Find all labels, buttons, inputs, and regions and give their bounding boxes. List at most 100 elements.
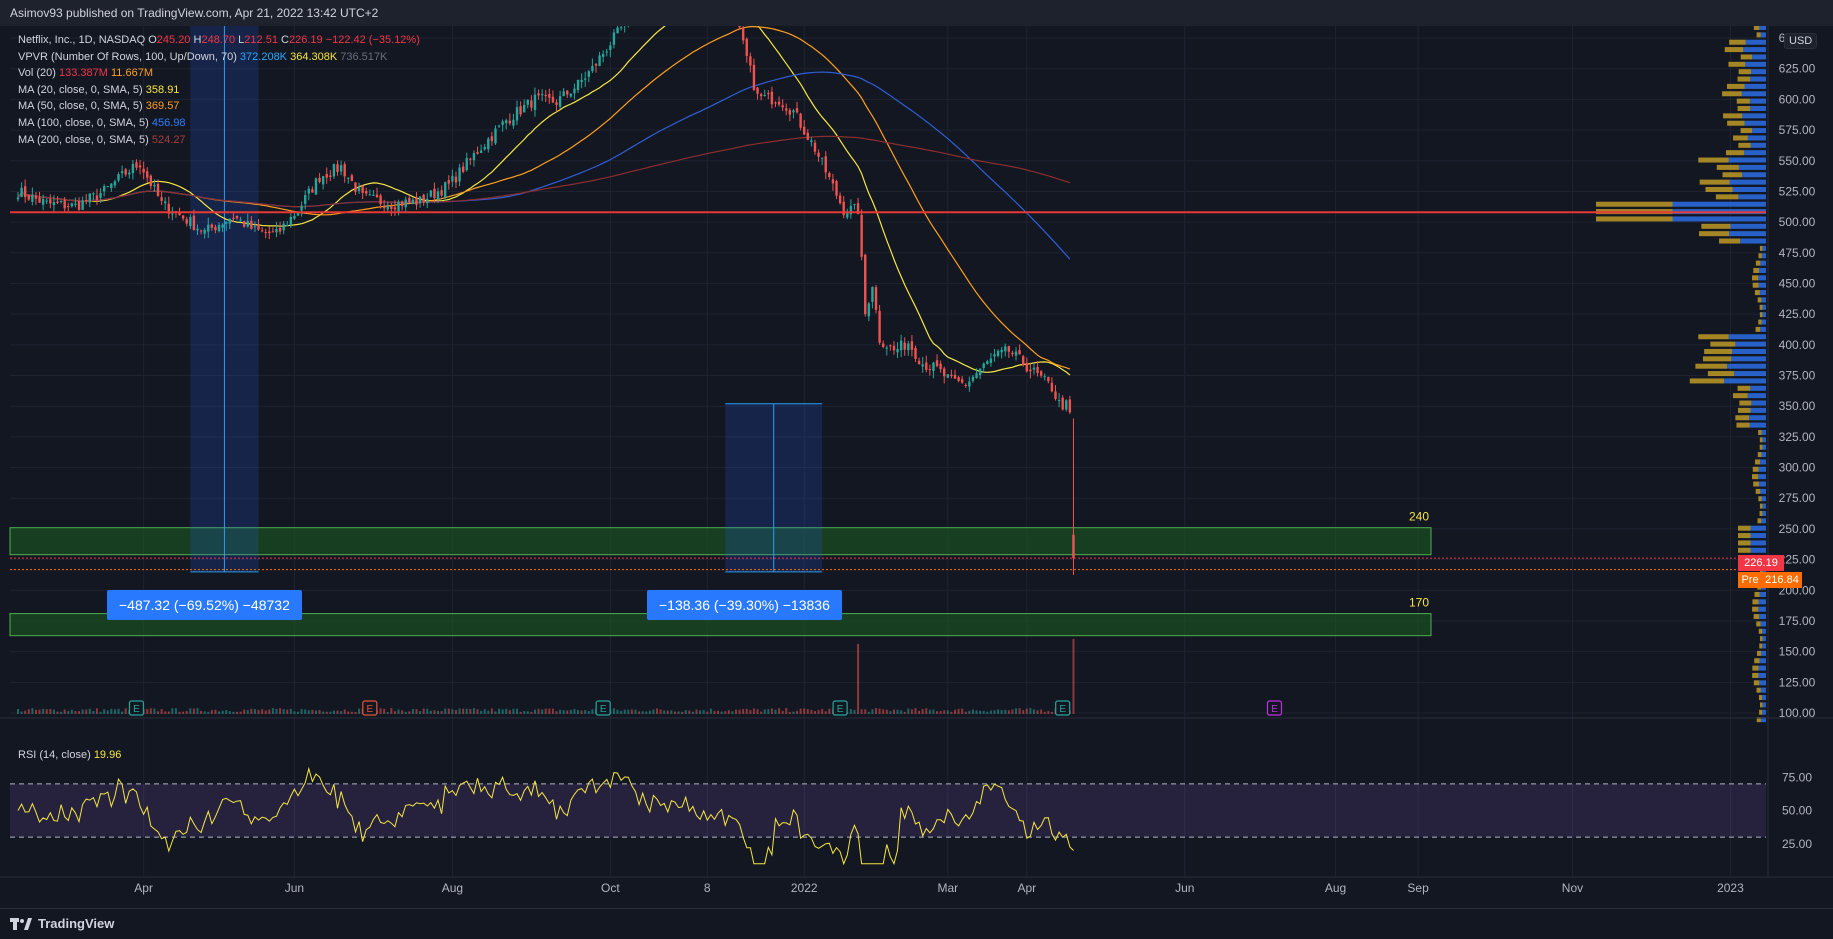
volume-bar [936,711,939,714]
volume-bar [799,708,802,714]
candle-body [282,223,285,231]
candle-body [232,218,235,220]
volume-bar [623,709,626,714]
vpvr-down-bar [1738,142,1751,148]
volume-bar [437,710,440,714]
time-tick-label: 2023 [1717,881,1744,895]
candle-body [813,142,817,152]
vpvr-down-bar [1702,356,1732,362]
vpvr-down-bar [1722,172,1743,178]
vpvr-up-bar [1762,312,1766,318]
earnings-icon: E [595,700,611,716]
rsi-tick-label: 25.00 [1782,837,1812,851]
open-value: 245.20 [156,34,191,46]
candle-body [817,152,820,157]
volume-bar [235,711,238,714]
vpvr-up-bar [1762,695,1766,701]
candle-body [250,220,253,229]
volume-bar [465,708,468,714]
candle-body [153,184,156,187]
time-tick-label: Jun [285,881,304,895]
vpvr-up-bar [1760,326,1766,332]
candle-body [490,136,494,142]
vpvr-down-bar [1725,150,1744,156]
candle-body [584,78,587,80]
volume-bar [110,708,113,714]
vpvr-down-bar [1759,636,1763,642]
candle-body [950,374,953,376]
volume-bar [174,708,177,714]
candle-body [928,369,932,371]
candle-body [522,104,526,113]
candle-body [203,229,206,234]
volume-bar [149,708,152,714]
volume-bar [1043,711,1046,714]
volume-bar [182,711,185,714]
vpvr-down-bar [1758,695,1763,701]
candle-body [429,190,433,197]
volume-bar [95,708,98,714]
candle-body [20,187,23,197]
candle-body [1039,371,1043,376]
volume-bar [900,710,903,714]
legend-ma100-row[interactable]: MA (100, close, 0, SMA, 5) 456.98 [18,115,420,132]
horizontal-lines [10,211,1766,571]
measure-label-2: −138.36 (−39.30%) −13836 [647,590,842,620]
price-chart[interactable]: 240 170 E E E E E E 25.00 50.00 75.00 100.00 125.… [0,26,1833,908]
volume-bar [78,711,81,714]
vpvr-down-bar [1736,98,1750,104]
volume-bar [946,710,949,714]
candle-body [433,188,436,198]
volume-bars [17,639,1075,714]
vpvr-down-bar [1719,238,1741,244]
volume-bar [347,711,350,714]
candle-body [365,191,368,194]
price-tick-label: 500.00 [1779,215,1816,229]
vpvr-up-bar [1762,510,1766,516]
earnings-icon: E [1266,700,1283,716]
candle-body [1061,397,1064,410]
candle-body [329,175,332,177]
vpvr-up-bar [1750,533,1766,539]
volume-bar [483,709,486,714]
tradingview-logo[interactable]: TradingView [10,916,114,931]
vpvr-up-bar [1672,201,1766,207]
vpvr-down-bar [1716,164,1739,170]
currency-button[interactable]: USD [1784,33,1818,49]
time-tick-label: Aug [442,881,463,895]
pre-market-price: 216.84 [1762,572,1802,588]
volume-bar [1022,710,1025,714]
ma50-value: 369.57 [145,100,180,113]
candle-body [207,224,210,232]
volume-bar [196,708,199,714]
volume-bar [806,709,809,714]
volume-bar [34,709,37,714]
rsi-legend[interactable]: RSI (14, close) 19.96 [18,749,121,761]
volume-bar [519,711,522,714]
volume-bar [533,709,536,714]
legend-ma20-row[interactable]: MA (20, close, 0, SMA, 5) 358.91 [18,82,420,99]
candle-body [278,227,282,232]
legend-vol-row[interactable]: Vol (20) 133.387M 11.667M [18,65,420,82]
ma20-label: MA (20, close, 0, SMA, 5) [18,83,143,96]
legend-ma200-row[interactable]: MA (200, close, 0, SMA, 5) 524.27 [18,132,420,149]
low-label: L [238,34,245,46]
volume-bar [228,711,231,714]
vpvr-total: 736.517K [340,50,388,63]
volume-bar [45,709,48,714]
vpvr-down-bar [1753,26,1760,30]
vpvr-up-bar [1728,334,1766,340]
vpvr-up-bar [1750,547,1766,553]
volume-bar [239,711,242,714]
candle-body [1032,367,1036,370]
candle-body [1007,346,1011,352]
vpvr-up-bar [1760,488,1766,494]
vpvr-up-bar [1731,348,1766,354]
volume-bar [207,711,210,714]
rsi-band [10,783,1766,838]
legend-ma50-row[interactable]: MA (50, close, 0, SMA, 5) 369.57 [18,98,420,115]
candle-body [113,181,117,186]
candle-body [314,178,318,195]
vpvr-up-bar [1732,186,1766,192]
legend-vpvr-row[interactable]: VPVR (Number Of Rows, 100, Up/Down, 70) … [18,49,420,66]
